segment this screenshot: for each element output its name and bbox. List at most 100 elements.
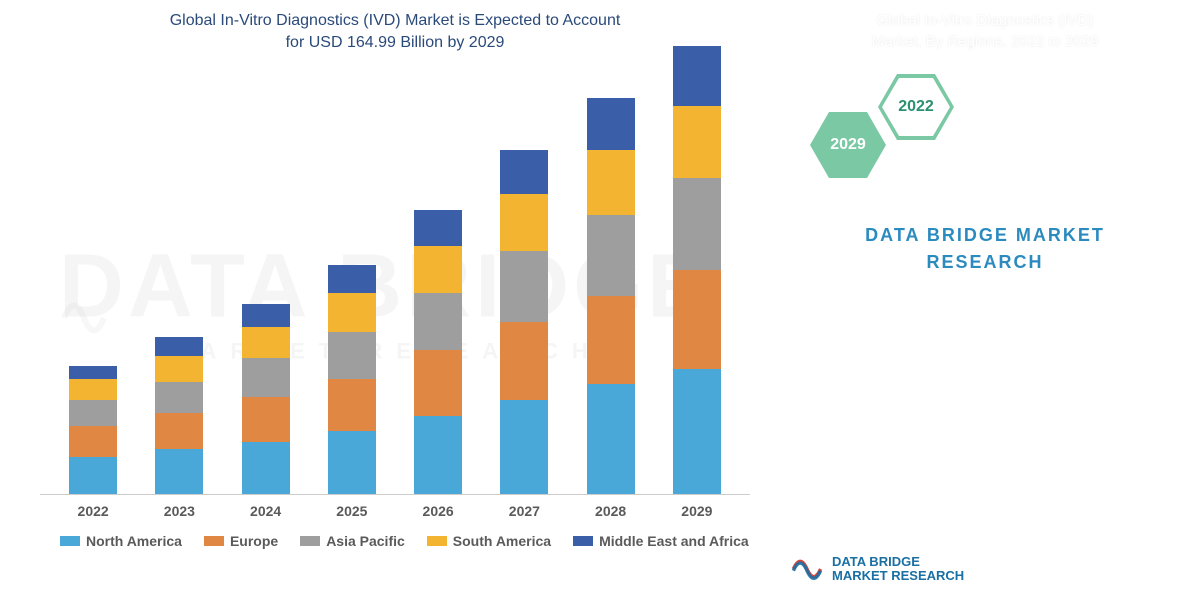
bar-segment <box>69 366 117 379</box>
x-label: 2027 <box>489 503 559 519</box>
bar-stack <box>328 265 376 494</box>
bar-segment <box>500 322 548 400</box>
bar-segment <box>242 327 290 358</box>
x-label: 2026 <box>403 503 473 519</box>
logo-text-top: DATA BRIDGE <box>832 554 920 569</box>
bar-segment <box>587 150 635 215</box>
side-title: Global In-Vitro Diagnostics (IVD) Market… <box>790 10 1180 52</box>
bar-segment <box>500 251 548 321</box>
bar-segment <box>500 400 548 494</box>
bar-column <box>489 150 559 494</box>
bar-column <box>58 366 128 494</box>
legend-item: North America <box>60 533 182 549</box>
bar-segment <box>673 106 721 179</box>
bar-segment <box>328 265 376 294</box>
legend-swatch <box>300 536 320 546</box>
legend-label: Europe <box>230 533 278 549</box>
bar-stack <box>414 210 462 494</box>
bar-segment <box>328 332 376 379</box>
legend-swatch <box>204 536 224 546</box>
chart-title: Global In-Vitro Diagnostics (IVD) Market… <box>40 10 750 55</box>
bar-column <box>662 46 732 494</box>
logo-text: DATA BRIDGE MARKET RESEARCH <box>832 555 964 584</box>
legend-swatch <box>60 536 80 546</box>
x-label: 2023 <box>144 503 214 519</box>
bar-segment <box>414 246 462 293</box>
hex-2029: 2029 <box>810 112 886 178</box>
bar-segment <box>242 397 290 441</box>
footer-logo: DATA BRIDGE MARKET RESEARCH <box>790 552 964 586</box>
bar-segment <box>328 431 376 494</box>
x-label: 2024 <box>231 503 301 519</box>
main-container: Global In-Vitro Diagnostics (IVD) Market… <box>0 0 1200 600</box>
x-label: 2029 <box>662 503 732 519</box>
bar-stack <box>242 304 290 494</box>
x-label: 2022 <box>58 503 128 519</box>
bar-column <box>576 98 646 494</box>
bar-segment <box>69 426 117 457</box>
bar-segment <box>673 369 721 494</box>
bar-stack <box>673 46 721 494</box>
bar-segment <box>587 296 635 385</box>
bar-segment <box>242 358 290 397</box>
bar-stack <box>155 337 203 493</box>
brand-line1: DATA BRIDGE MARKET <box>865 225 1105 245</box>
bar-segment <box>155 449 203 493</box>
legend-label: South America <box>453 533 551 549</box>
bar-stack <box>69 366 117 494</box>
x-label: 2028 <box>576 503 646 519</box>
legend-item: South America <box>427 533 551 549</box>
bar-column <box>317 265 387 494</box>
legend-item: Middle East and Africa <box>573 533 749 549</box>
legend-label: Middle East and Africa <box>599 533 749 549</box>
bar-segment <box>155 356 203 382</box>
side-title-line1: Global In-Vitro Diagnostics (IVD) <box>877 12 1093 29</box>
chart-title-line2: for USD 164.99 Billion by 2029 <box>286 34 505 51</box>
legend: North America Europe Asia Pacific South Ame… <box>40 519 750 549</box>
hex-2022: 2022 <box>878 74 954 140</box>
x-label: 2025 <box>317 503 387 519</box>
bar-segment <box>155 382 203 413</box>
bar-segment <box>414 350 462 415</box>
chart-panel: Global In-Vitro Diagnostics (IVD) Market… <box>0 0 770 600</box>
bar-segment <box>69 400 117 426</box>
side-title-line2: Market, By Regions, 2022 to 2029 <box>872 33 1099 50</box>
bar-segment <box>328 293 376 332</box>
bar-segment <box>673 46 721 106</box>
side-content: Global In-Vitro Diagnostics (IVD) Market… <box>770 0 1200 600</box>
bar-segment <box>328 379 376 431</box>
bar-column <box>231 304 301 494</box>
bar-column <box>144 337 214 493</box>
bar-stack <box>587 98 635 494</box>
bar-segment <box>414 293 462 350</box>
brand-text: DATA BRIDGE MARKET RESEARCH <box>790 222 1180 276</box>
bar-segment <box>155 413 203 449</box>
bar-segment <box>242 304 290 327</box>
bar-column <box>403 210 473 494</box>
legend-swatch <box>573 536 593 546</box>
bar-stack <box>500 150 548 494</box>
bar-segment <box>587 215 635 296</box>
side-panel: Global In-Vitro Diagnostics (IVD) Market… <box>770 0 1200 600</box>
bar-segment <box>500 194 548 251</box>
brand-line2: RESEARCH <box>926 252 1043 272</box>
bar-segment <box>673 178 721 269</box>
legend-item: Asia Pacific <box>300 533 405 549</box>
hex-2022-label: 2022 <box>898 98 934 116</box>
bar-segment <box>414 416 462 494</box>
x-axis-labels: 2022 2023 2024 2025 2026 2027 2028 2029 <box>40 495 750 519</box>
bar-segment <box>414 210 462 246</box>
legend-label: Asia Pacific <box>326 533 405 549</box>
bar-segment <box>242 442 290 494</box>
bar-segment <box>587 384 635 493</box>
hex-group: 2029 2022 <box>800 72 1180 192</box>
plot-area <box>40 65 750 495</box>
bar-segment <box>500 150 548 194</box>
bar-segment <box>587 98 635 150</box>
logo-icon <box>790 552 824 586</box>
legend-swatch <box>427 536 447 546</box>
chart-title-line1: Global In-Vitro Diagnostics (IVD) Market… <box>170 12 621 29</box>
logo-text-bottom: MARKET RESEARCH <box>832 568 964 583</box>
hex-2029-label: 2029 <box>830 136 866 154</box>
bar-segment <box>673 270 721 369</box>
